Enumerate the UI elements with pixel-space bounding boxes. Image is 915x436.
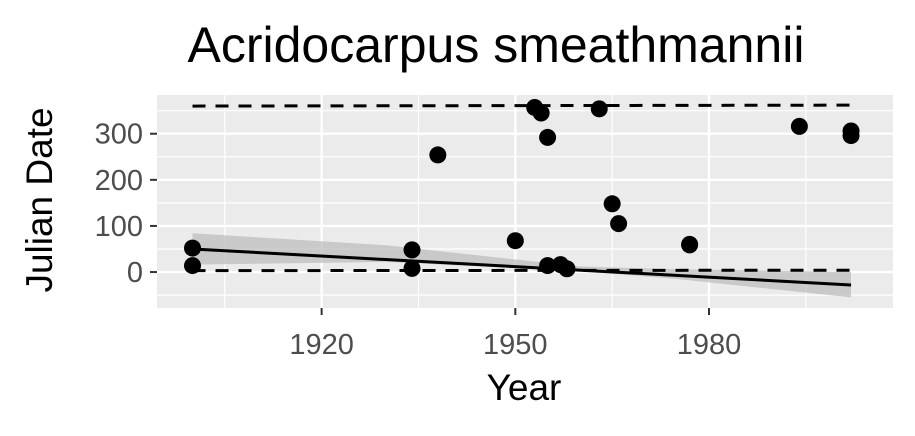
data-point bbox=[184, 257, 202, 275]
y-tick-label: 0 bbox=[127, 257, 143, 289]
x-axis: 1920 1950 1980 bbox=[289, 308, 741, 361]
confidence-band-area bbox=[192, 233, 852, 298]
data-point bbox=[558, 260, 576, 278]
y-tick-label: 200 bbox=[95, 165, 143, 197]
trend-line bbox=[192, 247, 852, 287]
data-point bbox=[539, 257, 557, 275]
x-tick-label: 1950 bbox=[483, 329, 548, 361]
chart-title: Acridocarpus smeathmannii bbox=[188, 17, 805, 73]
data-point bbox=[539, 128, 557, 146]
data-point bbox=[429, 146, 447, 164]
reference-lines bbox=[192, 103, 852, 273]
data-point bbox=[506, 232, 524, 250]
y-tick-label: 300 bbox=[95, 119, 143, 151]
data-point bbox=[403, 259, 421, 277]
data-point bbox=[610, 215, 628, 233]
data-points bbox=[184, 98, 860, 278]
data-point bbox=[603, 195, 621, 213]
confidence-band bbox=[192, 233, 852, 298]
x-axis-title: Year bbox=[487, 367, 562, 408]
x-tick-label: 1920 bbox=[289, 329, 354, 361]
data-point bbox=[790, 117, 808, 135]
dashed-line bbox=[192, 103, 852, 108]
y-axis-title: Julian Date bbox=[19, 107, 60, 292]
y-tick-label: 100 bbox=[95, 211, 143, 243]
data-point bbox=[532, 104, 550, 122]
data-point bbox=[842, 127, 860, 145]
data-point bbox=[403, 241, 421, 259]
x-tick-label: 1980 bbox=[677, 329, 742, 361]
y-axis: 0 100 200 300 bbox=[95, 119, 157, 289]
regression-line bbox=[192, 247, 852, 287]
data-point bbox=[184, 239, 202, 257]
data-point bbox=[590, 100, 608, 118]
major-gridlines bbox=[157, 95, 893, 308]
data-point bbox=[681, 236, 699, 254]
